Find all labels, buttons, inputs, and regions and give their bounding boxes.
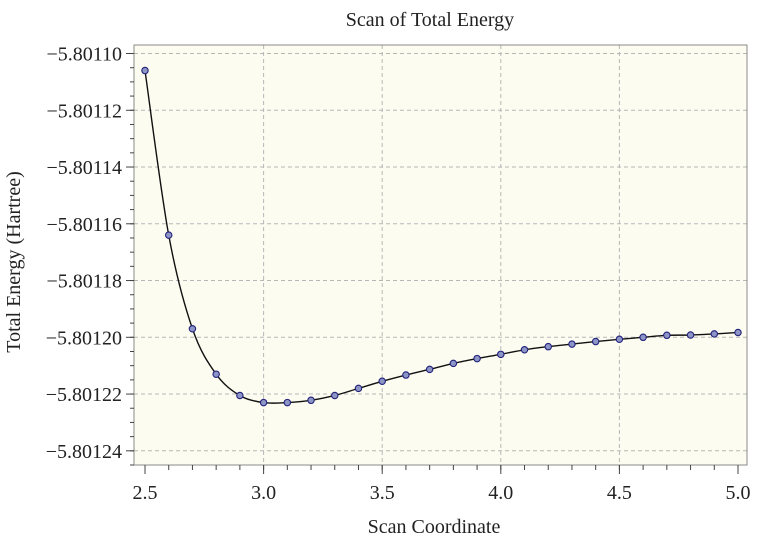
y-tick-label: −5.80120 xyxy=(46,327,122,349)
y-tick-label: −5.80110 xyxy=(46,44,122,66)
data-point xyxy=(473,354,481,363)
x-tick-label: 2.5 xyxy=(133,482,158,504)
data-point xyxy=(354,384,363,393)
data-point xyxy=(141,66,149,75)
data-point xyxy=(710,330,719,338)
data-point xyxy=(236,391,244,400)
grid-lines xyxy=(134,45,747,465)
x-axis-label: Scan Coordinate xyxy=(368,516,501,538)
data-point xyxy=(283,398,292,407)
series-layer xyxy=(141,66,742,407)
data-point xyxy=(544,342,552,351)
y-tick-label: −5.80116 xyxy=(46,214,122,236)
x-tick-label: 4.0 xyxy=(488,482,513,504)
x-tick-label: 4.5 xyxy=(607,482,632,504)
data-point xyxy=(402,371,410,379)
data-point xyxy=(188,325,197,333)
plot-area xyxy=(134,45,747,465)
data-point xyxy=(378,377,386,386)
data-point xyxy=(307,396,315,405)
data-point xyxy=(259,398,268,407)
plot-frame xyxy=(133,44,748,466)
data-point xyxy=(164,231,173,239)
data-point xyxy=(591,337,600,346)
data-point xyxy=(639,333,647,342)
axes: 2.5 3.0 3.5 4.0 4.5 5.0 −5.80124 −5.80122 −5.801… xyxy=(46,44,751,504)
y-tick-label: −5.80112 xyxy=(46,100,122,122)
y-tick-label: −5.80124 xyxy=(46,441,122,463)
data-point xyxy=(331,391,339,400)
data-point xyxy=(520,346,529,354)
y-axis-label: Total Energy (Hartree) xyxy=(3,171,25,352)
data-point xyxy=(568,340,576,348)
data-point xyxy=(615,335,624,344)
chart-title: Scan of Total Energy xyxy=(346,9,514,31)
data-point xyxy=(425,365,434,374)
data-point xyxy=(663,331,671,340)
x-tick-label: 5.0 xyxy=(726,482,751,504)
x-tick-label: 3.0 xyxy=(251,482,276,504)
data-point xyxy=(734,328,742,337)
data-point xyxy=(497,350,505,359)
y-tick-label: −5.80122 xyxy=(46,384,122,406)
y-tick-label: −5.80114 xyxy=(46,157,122,179)
y-tick-label: −5.80118 xyxy=(46,271,122,293)
data-point xyxy=(212,370,220,378)
x-tick-label: 3.5 xyxy=(370,482,395,504)
data-point xyxy=(449,359,458,368)
data-point xyxy=(686,331,695,339)
